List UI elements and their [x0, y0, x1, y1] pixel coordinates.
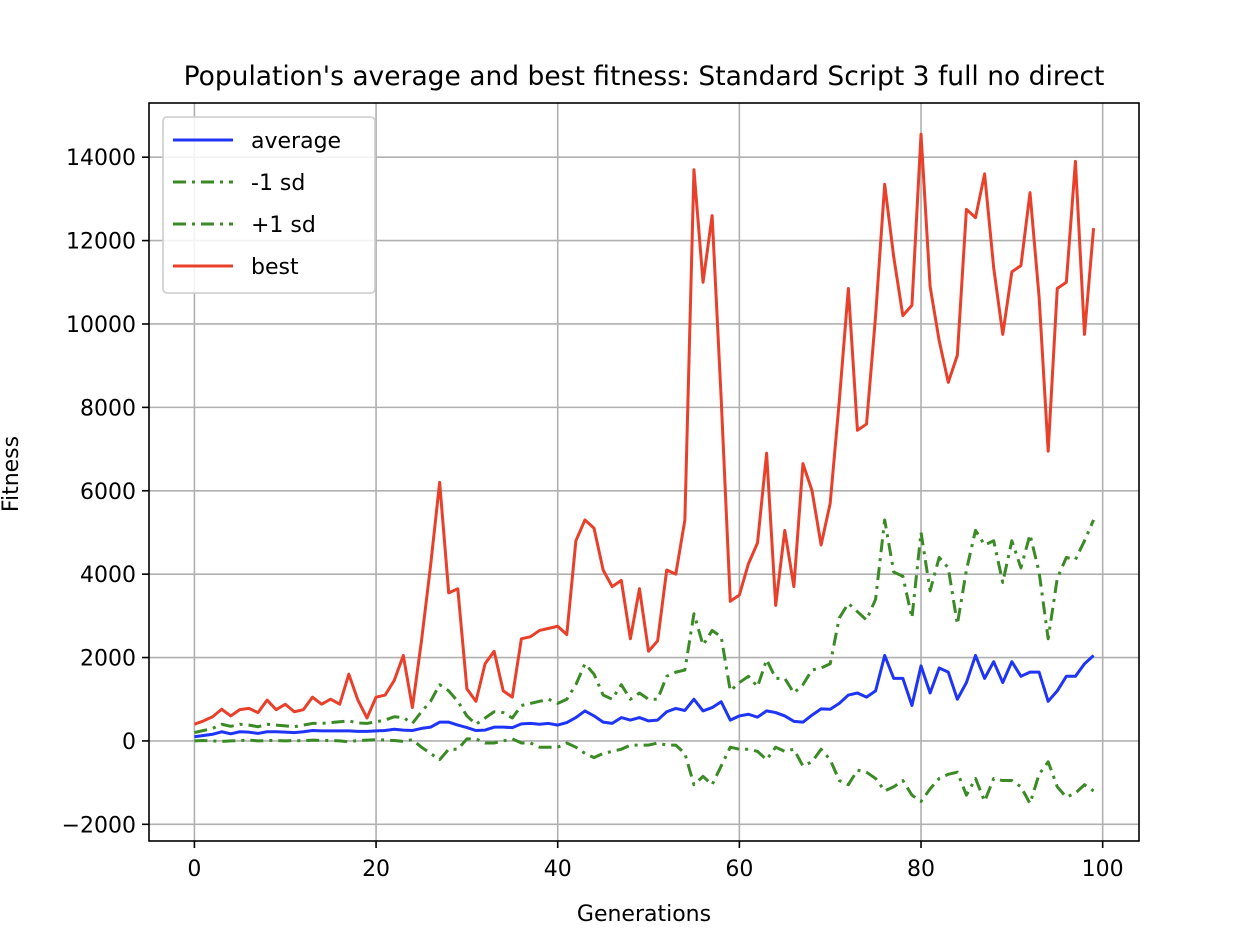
x-tick-label: 80 — [907, 857, 935, 882]
x-axis-label: Generations — [577, 902, 711, 927]
x-tick-label: 0 — [187, 857, 201, 882]
y-tick-label: 12000 — [66, 230, 136, 255]
y-tick-label: 2000 — [80, 647, 136, 672]
y-axis-label: Fitness — [0, 436, 24, 512]
legend: average -1 sd +1 sd best — [162, 116, 376, 294]
y-tick-label: −2000 — [62, 813, 136, 838]
x-tick-label: 20 — [362, 857, 390, 882]
y-tick-label: 4000 — [80, 563, 136, 588]
series-line-1-sd — [194, 518, 1095, 735]
series-line-average — [194, 653, 1095, 739]
legend-label: average — [251, 129, 341, 154]
series-line-1-sd — [194, 737, 1095, 805]
x-tick-label: 60 — [725, 857, 753, 882]
series-layer — [193, 132, 1096, 805]
y-tick-label: 0 — [122, 730, 136, 755]
legend-label: -1 sd — [251, 171, 305, 196]
series-line-best — [193, 132, 1096, 726]
y-tick-label: 6000 — [80, 480, 136, 505]
x-tick-label: 100 — [1082, 857, 1124, 882]
legend-box — [162, 116, 376, 294]
legend-label: best — [251, 255, 299, 280]
y-tick-label: 10000 — [66, 313, 136, 338]
y-axis: −2000 0 2000 4000 6000 8000 10000 12000 14000 — [62, 146, 149, 838]
plot-frame — [148, 102, 1140, 842]
legend-label: +1 sd — [251, 213, 316, 238]
y-tick-label: 8000 — [80, 396, 136, 421]
x-axis: 0 20 40 60 80 100 — [187, 841, 1124, 882]
chart-title: Population's average and best fitness: S… — [184, 61, 1105, 92]
y-tick-label: 14000 — [66, 146, 136, 171]
x-tick-label: 40 — [544, 857, 572, 882]
